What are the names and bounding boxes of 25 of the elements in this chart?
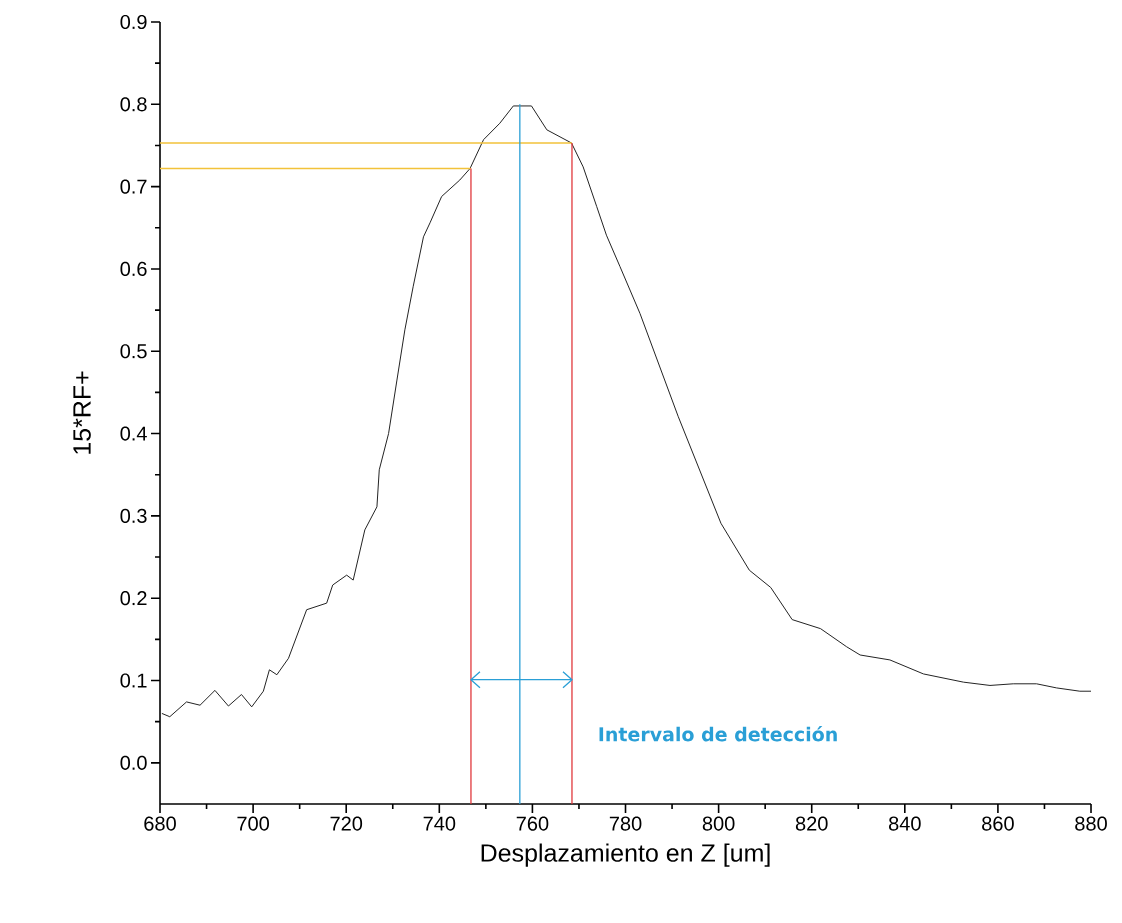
y-tick-label: 0.4 [120,426,147,441]
x-tick-label: 680 [144,816,176,831]
y-tick-label: 0.2 [120,591,147,606]
x-tick-label: 760 [516,816,549,831]
x-axis-title: Desplazamiento en Z [um] [481,843,770,867]
y-tick-label: 0.1 [120,673,147,688]
x-tick-label: 860 [982,816,1014,831]
x-tick-label: 700 [237,816,270,831]
x-tick-label: 720 [330,816,363,831]
y-tick-label: 0.5 [120,344,147,359]
x-tick-label: 820 [795,816,828,831]
x-tick-label: 840 [889,816,921,831]
y-tick-label: 0.3 [120,508,147,523]
y-axis-title: 15*RF+ [73,371,91,454]
y-tick-label: 0.8 [120,97,147,112]
x-tick-label: 740 [423,816,456,831]
y-tick-label: 0.6 [120,261,147,277]
annotation: Intervalo de detección [599,725,837,742]
y-tick-label: 0.7 [120,179,147,194]
y-tick-label: 0.0 [120,755,147,770]
y-tick-label: 0.9 [120,14,147,30]
x-tick-label: 880 [1075,816,1107,831]
x-tick-label: 800 [702,816,735,831]
line-series [161,105,1092,718]
x-tick-label: 780 [609,816,642,831]
